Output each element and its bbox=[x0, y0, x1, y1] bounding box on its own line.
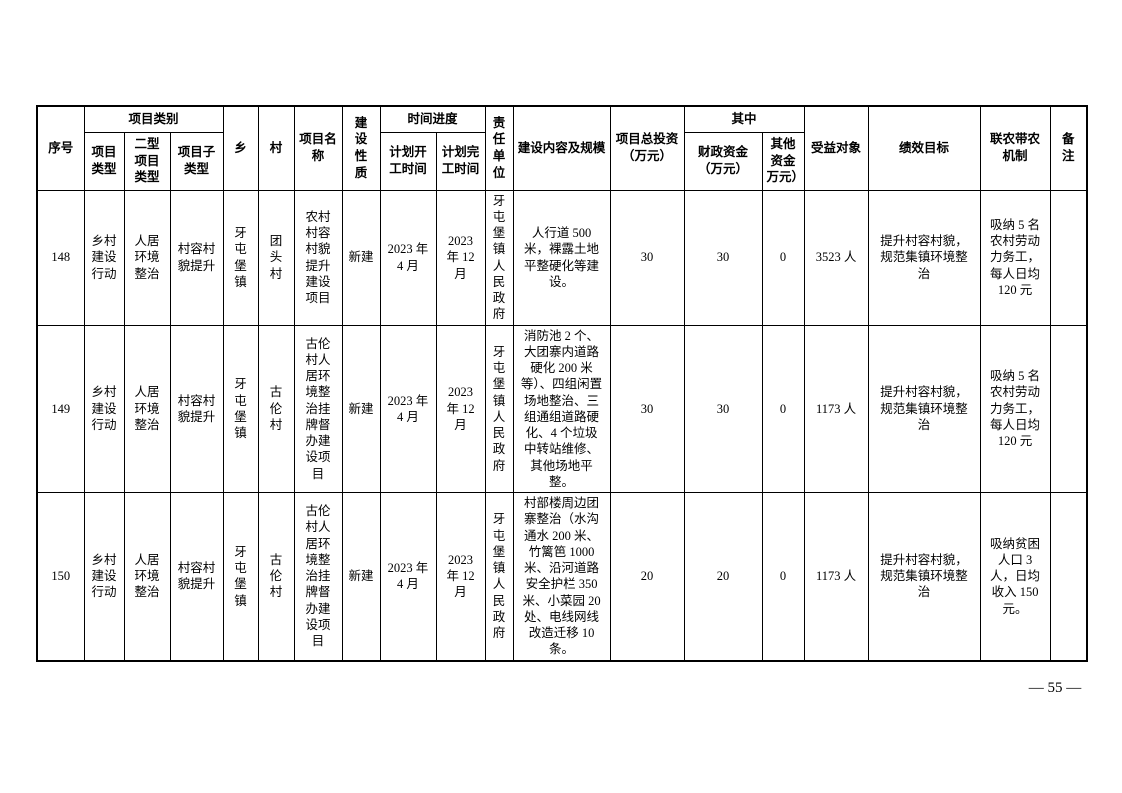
cell-neirong: 人行道 500 米，裸露土地平整硬化等建设。 bbox=[512, 189, 611, 326]
col-header-leixing: 项目类型 bbox=[83, 131, 125, 191]
cell-zilei: 村容村貌提升 bbox=[169, 492, 224, 661]
cell-xuhao: 149 bbox=[36, 324, 85, 493]
cell-cun: 古伦村 bbox=[257, 492, 295, 661]
cell-jixiao: 提升村容村貌，规范集镇环境整治 bbox=[867, 492, 981, 661]
cell-beizhu bbox=[1049, 324, 1088, 493]
project-table: 序号 项目类别 乡 村 项目名称 建设性质 时间进度 责任单位 建设内容及规模 … bbox=[36, 105, 1089, 662]
table-header: 序号 项目类别 乡 村 项目名称 建设性质 时间进度 责任单位 建设内容及规模 … bbox=[36, 105, 1088, 191]
cell-xuhao: 148 bbox=[36, 189, 85, 326]
cell-touzi: 20 bbox=[609, 492, 685, 661]
col-header-kaigong: 计划开工时间 bbox=[379, 131, 437, 191]
col-header-qita: 其他资金万元） bbox=[761, 131, 805, 191]
cell-wangong: 2023 年 12 月 bbox=[435, 324, 486, 493]
table-row: 148 乡村建设行动 人居环境整治 村容村貌提升 牙屯堡镇 团头村 农村村容村貌提升建设项目… bbox=[36, 189, 1088, 326]
col-group-leibie: 项目类别 bbox=[83, 105, 224, 133]
table-row: 149 乡村建设行动 人居环境整治 村容村貌提升 牙屯堡镇 古伦村 古伦村人居环境整治挂牌督… bbox=[36, 324, 1088, 493]
cell-wangong: 2023 年 12 月 bbox=[435, 189, 486, 326]
cell-qita: 0 bbox=[761, 324, 805, 493]
cell-shouyi: 3523 人 bbox=[803, 189, 869, 326]
col-header-cun: 村 bbox=[257, 105, 295, 191]
col-header-touzi: 项目总投资（万元） bbox=[609, 105, 685, 191]
col-header-beizhu-label: 备注 bbox=[1062, 132, 1075, 164]
col-header-xingzhi: 建设性质 bbox=[341, 105, 381, 191]
col-header-mingcheng: 项目名称 bbox=[293, 105, 343, 191]
cell-jixiao: 提升村容村貌，规范集镇环境整治 bbox=[867, 189, 981, 326]
col-header-caizheng: 财政资金（万元） bbox=[683, 131, 763, 191]
cell-erxing: 人居环境整治 bbox=[123, 189, 171, 326]
table-row: 150 乡村建设行动 人居环境整治 村容村貌提升 牙屯堡镇 古伦村 古伦村人居环境整治挂牌督… bbox=[36, 492, 1088, 661]
cell-erxing: 人居环境整治 bbox=[123, 324, 171, 493]
col-header-wangong: 计划完工时间 bbox=[435, 131, 486, 191]
cell-xingzhi: 新建 bbox=[341, 492, 381, 661]
col-header-zilei: 项目子类型 bbox=[169, 131, 224, 191]
cell-beizhu bbox=[1049, 492, 1088, 661]
cell-qita: 0 bbox=[761, 492, 805, 661]
cell-liannong: 吸纳贫困人口 3 人，日均收入 150 元。 bbox=[979, 492, 1051, 661]
col-header-shouyi: 受益对象 bbox=[803, 105, 869, 191]
cell-caizheng: 30 bbox=[683, 324, 763, 493]
cell-caizheng: 30 bbox=[683, 189, 763, 326]
col-header-neirong: 建设内容及规模 bbox=[512, 105, 611, 191]
cell-xingzhi: 新建 bbox=[341, 189, 381, 326]
cell-neirong: 消防池 2 个、大团寨内道路硬化 200 米等）、四组闲置场地整治、三组通组道路… bbox=[512, 324, 611, 493]
cell-kaigong: 2023 年 4 月 bbox=[379, 189, 437, 326]
col-header-beizhu: 备注 bbox=[1049, 105, 1088, 191]
cell-jixiao: 提升村容村貌，规范集镇环境整治 bbox=[867, 324, 981, 493]
col-header-jixiao: 绩效目标 bbox=[867, 105, 981, 191]
cell-zeren: 牙屯堡镇人民政府 bbox=[484, 492, 514, 661]
col-header-xuhao: 序号 bbox=[36, 105, 85, 191]
col-header-liannong: 联农带农机制 bbox=[979, 105, 1051, 191]
cell-mingcheng: 古伦村人居环境整治挂牌督办建设项目 bbox=[293, 324, 343, 493]
cell-touzi: 30 bbox=[609, 189, 685, 326]
cell-caizheng: 20 bbox=[683, 492, 763, 661]
cell-qita: 0 bbox=[761, 189, 805, 326]
cell-neirong: 村部楼周边团寨整治（水沟通水 200 米、竹篱笆 1000 米、沿河道路安全护栏… bbox=[512, 492, 611, 661]
cell-mingcheng: 古伦村人居环境整治挂牌督办建设项目 bbox=[293, 492, 343, 661]
cell-xiang: 牙屯堡镇 bbox=[222, 189, 259, 326]
cell-xingzhi: 新建 bbox=[341, 324, 381, 493]
cell-shouyi: 1173 人 bbox=[803, 324, 869, 493]
col-header-xiang: 乡 bbox=[222, 105, 259, 191]
cell-erxing: 人居环境整治 bbox=[123, 492, 171, 661]
cell-xiang: 牙屯堡镇 bbox=[222, 324, 259, 493]
cell-cun: 古伦村 bbox=[257, 324, 295, 493]
col-header-erxing: 二型项目类型 bbox=[123, 131, 171, 191]
cell-touzi: 30 bbox=[609, 324, 685, 493]
cell-zilei: 村容村貌提升 bbox=[169, 189, 224, 326]
cell-liannong: 吸纳 5 名农村劳动力务工，每人日均 120 元 bbox=[979, 189, 1051, 326]
page-number: — 55 — bbox=[1028, 680, 1082, 696]
cell-kaigong: 2023 年 4 月 bbox=[379, 492, 437, 661]
col-header-xingzhi-label: 建设性质 bbox=[354, 115, 368, 181]
cell-leixing: 乡村建设行动 bbox=[83, 189, 125, 326]
table-body: 148 乡村建设行动 人居环境整治 村容村貌提升 牙屯堡镇 团头村 农村村容村貌提升建设项目… bbox=[36, 189, 1088, 661]
cell-xuhao: 150 bbox=[36, 492, 85, 661]
cell-shouyi: 1173 人 bbox=[803, 492, 869, 661]
cell-mingcheng: 农村村容村貌提升建设项目 bbox=[293, 189, 343, 326]
col-group-qizhong: 其中 bbox=[683, 105, 805, 133]
cell-beizhu bbox=[1049, 189, 1088, 326]
col-header-zeren-label: 责任单位 bbox=[492, 115, 506, 181]
cell-leixing: 乡村建设行动 bbox=[83, 324, 125, 493]
col-group-shijian: 时间进度 bbox=[379, 105, 486, 133]
col-header-zeren: 责任单位 bbox=[484, 105, 514, 191]
cell-zeren: 牙屯堡镇人民政府 bbox=[484, 324, 514, 493]
cell-cun: 团头村 bbox=[257, 189, 295, 326]
cell-kaigong: 2023 年 4 月 bbox=[379, 324, 437, 493]
cell-xiang: 牙屯堡镇 bbox=[222, 492, 259, 661]
cell-liannong: 吸纳 5 名农村劳动力务工，每人日均 120 元 bbox=[979, 324, 1051, 493]
cell-zilei: 村容村貌提升 bbox=[169, 324, 224, 493]
cell-leixing: 乡村建设行动 bbox=[83, 492, 125, 661]
cell-wangong: 2023 年 12 月 bbox=[435, 492, 486, 661]
cell-zeren: 牙屯堡镇人民政府 bbox=[484, 189, 514, 326]
